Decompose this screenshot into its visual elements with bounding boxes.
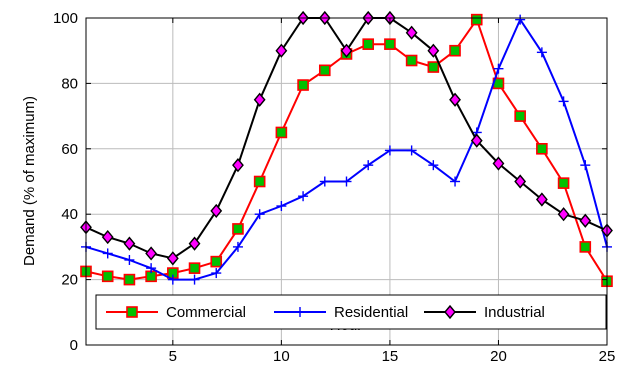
data-point-commercial (514, 110, 526, 122)
data-point-industrial (340, 43, 353, 58)
legend-label: Residential (334, 304, 408, 321)
data-point-residential (319, 176, 330, 187)
data-point-commercial (362, 38, 375, 50)
legend-label: Industrial (484, 304, 545, 321)
x-tick-label: 15 (382, 348, 399, 365)
data-point-industrial (145, 246, 158, 261)
x-tick-label: 5 (169, 348, 177, 365)
y-tick-label: 20 (61, 272, 78, 289)
data-point-industrial (514, 174, 527, 189)
data-point-residential (515, 14, 526, 25)
data-point-residential (102, 248, 113, 259)
data-point-commercial (123, 273, 136, 286)
x-tick-label: 20 (490, 348, 507, 365)
data-point-residential (276, 201, 287, 212)
data-point-commercial (297, 79, 309, 91)
data-point-residential (211, 268, 222, 279)
data-point-commercial (405, 54, 418, 67)
legend-box (95, 294, 607, 330)
data-point-residential (384, 145, 395, 156)
x-tick-label: 25 (599, 348, 616, 365)
data-point-residential (341, 176, 352, 187)
data-point-residential (450, 176, 461, 187)
data-point-commercial (579, 241, 592, 253)
y-tick-label: 60 (61, 141, 78, 158)
data-point-commercial (232, 223, 244, 235)
data-point-industrial (166, 251, 179, 266)
legend-marker (295, 307, 305, 317)
data-point-residential (580, 160, 591, 171)
y-tick-label: 80 (61, 75, 78, 92)
data-point-residential (363, 160, 374, 171)
data-point-industrial (101, 229, 114, 245)
data-point-commercial (101, 270, 114, 283)
data-point-industrial (188, 236, 201, 251)
data-point-industrial (123, 236, 136, 251)
data-point-industrial (405, 25, 418, 40)
data-point-industrial (210, 203, 223, 219)
data-point-commercial (318, 64, 331, 77)
data-point-industrial (449, 92, 461, 107)
legend-entry-industrial: Industrial (424, 304, 545, 321)
legend-label: Commercial (166, 304, 246, 321)
plot-frame (85, 17, 608, 346)
data-point-residential (167, 274, 178, 285)
data-point-commercial (536, 143, 548, 155)
data-point-residential (536, 47, 547, 58)
data-point-commercial (384, 38, 396, 50)
data-point-residential (428, 160, 439, 171)
data-point-commercial (253, 175, 266, 188)
data-point-residential (146, 263, 157, 274)
legend-entry-commercial: Commercial (106, 304, 246, 321)
y-axis-label: Demand (% of maximum) (21, 96, 38, 266)
legend: Commercial Residential Industrial (95, 294, 607, 330)
x-tick-label: 10 (273, 348, 290, 365)
data-point-commercial (275, 126, 288, 139)
data-point-industrial (232, 158, 244, 173)
series-industrial (80, 10, 613, 266)
data-point-industrial (253, 92, 266, 107)
legend-marker (126, 306, 138, 318)
series-layer (80, 10, 613, 288)
data-point-residential (254, 209, 265, 220)
y-tick-label: 100 (53, 10, 78, 27)
axis-ticks: 5 10 15 20 25 0 20 40 60 80 100 (53, 10, 615, 365)
data-point-industrial (535, 192, 548, 207)
legend-entry-residential: Residential (274, 304, 408, 321)
data-point-residential (232, 241, 243, 252)
data-point-commercial (427, 61, 440, 73)
data-point-industrial (579, 213, 592, 228)
data-point-commercial (188, 262, 201, 274)
data-point-industrial (492, 156, 505, 171)
data-point-residential (124, 254, 135, 265)
data-point-residential (493, 63, 504, 74)
series-residential (81, 14, 612, 285)
data-point-industrial (427, 43, 440, 58)
data-point-commercial (557, 177, 570, 189)
y-tick-label: 40 (61, 206, 78, 223)
data-point-industrial (275, 43, 288, 58)
data-point-residential (298, 191, 309, 202)
legend-marker (444, 304, 456, 320)
data-point-commercial (210, 255, 223, 268)
data-point-residential (189, 274, 200, 285)
y-tick-label: 0 (70, 337, 78, 354)
grid (86, 18, 607, 345)
data-point-commercial (470, 13, 483, 26)
data-point-industrial (470, 133, 483, 148)
data-point-residential (406, 145, 417, 156)
data-point-commercial (449, 44, 461, 57)
data-point-residential (558, 96, 569, 107)
data-point-industrial (557, 207, 570, 222)
